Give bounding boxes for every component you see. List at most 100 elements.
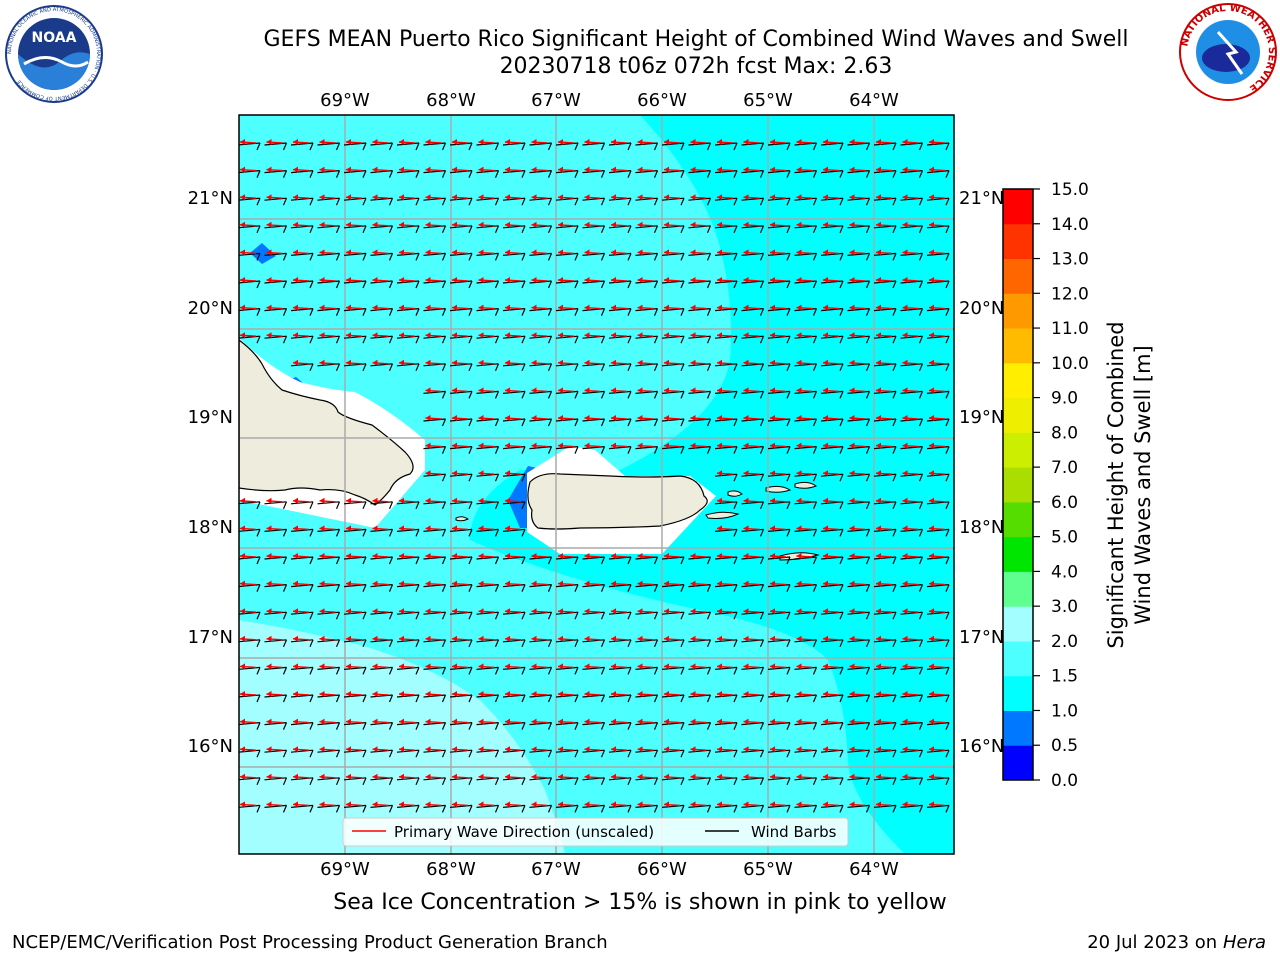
- vector-mark: [264, 553, 288, 565]
- vector-mark: [794, 497, 818, 510]
- vector-mark: [396, 332, 420, 344]
- vector-mark: [873, 718, 897, 730]
- vector-mark: [502, 553, 526, 565]
- lat-label-left: 17°N: [188, 627, 233, 648]
- vector-mark: [449, 221, 473, 234]
- vector-mark: [502, 801, 526, 813]
- vector-mark: [926, 387, 950, 399]
- colorbar-tick-label: 11.0: [1051, 319, 1089, 339]
- longitude-labels-top: 69°W 68°W 67°W 66°W 65°W 64°W: [320, 90, 899, 111]
- vector-mark: [555, 139, 579, 151]
- vector-mark: [264, 166, 288, 178]
- vector-mark: [661, 249, 685, 261]
- vector-mark: [239, 221, 261, 234]
- vector-mark: [264, 304, 288, 316]
- vector-mark: [847, 387, 871, 399]
- vector-mark: [900, 525, 924, 537]
- lat-label-right: 17°N: [959, 627, 1004, 648]
- vector-mark: [847, 773, 871, 786]
- vector-mark: [661, 166, 685, 178]
- vector-mark: [423, 221, 447, 234]
- vector-mark: [794, 249, 818, 261]
- colorbar-tick-label: 0.5: [1051, 736, 1078, 756]
- vector-mark: [423, 525, 447, 537]
- vector-mark: [847, 442, 871, 454]
- vector-mark: [290, 497, 314, 510]
- colorbar-tick-label: 1.5: [1051, 667, 1078, 687]
- colorbar-label-line2: Wind Waves and Swell [m]: [1131, 345, 1155, 625]
- vector-mark: [794, 442, 818, 454]
- vector-mark: [476, 497, 500, 510]
- vector-mark: [926, 359, 950, 372]
- vector-mark: [582, 415, 606, 427]
- vector-mark: [370, 801, 394, 813]
- vector-mark: [343, 718, 367, 730]
- vector-mark: [476, 442, 500, 454]
- vector-mark: [635, 277, 659, 289]
- vector-mark: [582, 277, 606, 289]
- vector-mark: [820, 139, 844, 151]
- vector-mark: [396, 663, 420, 675]
- lon-label-bottom: 69°W: [320, 859, 370, 880]
- vector-mark: [926, 194, 950, 206]
- vector-mark: [767, 387, 791, 399]
- vector-mark: [794, 691, 818, 703]
- vector-mark: [423, 663, 447, 675]
- vector-mark: [317, 801, 341, 813]
- ocean-fill-2-to-3: [239, 620, 565, 854]
- vector-mark: [396, 553, 420, 565]
- vector-mark: [900, 691, 924, 703]
- vector-mark: [423, 801, 447, 813]
- vector-mark: [239, 718, 261, 730]
- vector-mark: [900, 415, 924, 427]
- vector-mark: [317, 663, 341, 675]
- vector-mark: [264, 139, 288, 151]
- vector-mark: [847, 415, 871, 427]
- vector-mark: [529, 746, 553, 758]
- vector-mark: [741, 249, 765, 261]
- lon-label-top: 69°W: [320, 90, 370, 111]
- vector-mark: [423, 718, 447, 730]
- colorbar-tick-label: 1.0: [1051, 701, 1078, 721]
- vector-mark: [476, 359, 500, 372]
- vector-mark: [343, 746, 367, 758]
- vector-mark: [476, 221, 500, 234]
- vector-mark: [900, 139, 924, 151]
- legend-wave-label: Primary Wave Direction (unscaled): [394, 823, 654, 841]
- vector-mark: [370, 221, 394, 234]
- colorbar-swatch: [1003, 675, 1033, 711]
- vector-mark: [476, 415, 500, 427]
- vector-mark: [608, 415, 632, 427]
- vector-mark: [239, 608, 261, 620]
- vector-mark: [820, 304, 844, 316]
- vector-mark: [900, 553, 924, 565]
- lat-label-left: 20°N: [188, 298, 233, 319]
- vector-mark: [449, 691, 473, 703]
- colorbar-swatch: [1003, 397, 1033, 433]
- vector-mark: [926, 442, 950, 454]
- vector-mark: [714, 387, 738, 399]
- vector-mark: [767, 718, 791, 730]
- vector-mark: [873, 442, 897, 454]
- vector-mark: [741, 718, 765, 730]
- vector-mark: [900, 608, 924, 620]
- vector-mark: [820, 773, 844, 786]
- vector-mark: [343, 608, 367, 620]
- vector-mark: [635, 387, 659, 399]
- vector-mark: [847, 304, 871, 316]
- vector-mark: [688, 635, 712, 648]
- vector-mark: [476, 580, 500, 592]
- vector-mark: [343, 332, 367, 344]
- vector-mark: [239, 166, 261, 178]
- vector-mark: [290, 194, 314, 206]
- vector-mark: [555, 635, 579, 648]
- vector-mark: [476, 249, 500, 261]
- footer-date: 20 Jul 2023 on Hera: [1087, 932, 1266, 953]
- vector-mark: [264, 608, 288, 620]
- vector-mark: [847, 277, 871, 289]
- vector-mark: [767, 553, 791, 565]
- colorbar-swatch: [1003, 745, 1033, 781]
- vector-mark: [741, 525, 765, 537]
- vector-mark: [264, 635, 288, 648]
- vector-mark: [900, 497, 924, 510]
